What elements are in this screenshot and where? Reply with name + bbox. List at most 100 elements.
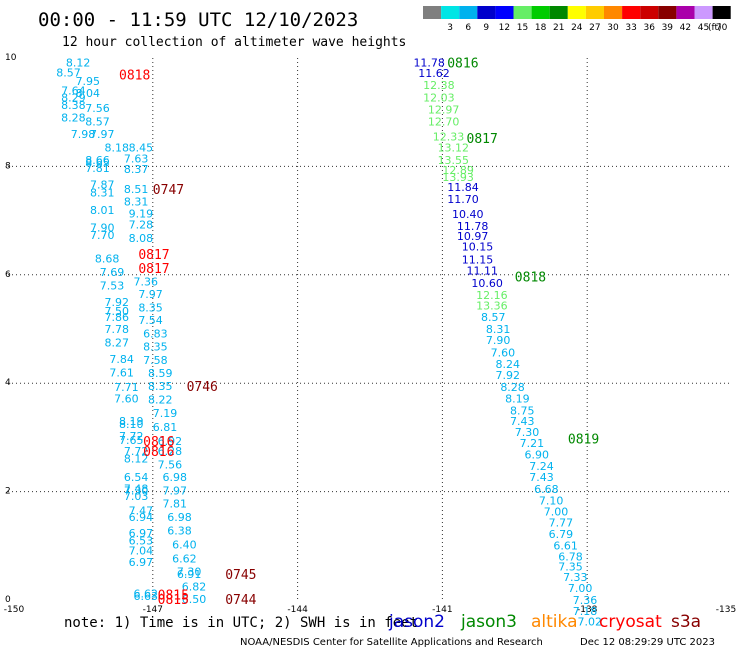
wave-height-value: 6.50 [182, 593, 207, 606]
wave-height-value: 7.92 [495, 369, 520, 382]
satellite-legend-cryosat: cryosat [599, 612, 662, 632]
satellite-legend-jason3: jason3 [460, 612, 517, 632]
wave-height-value: 6.82 [182, 580, 207, 593]
wave-height-value: 13.93 [442, 171, 474, 184]
color-scale-label: 36 [643, 23, 655, 33]
color-swatch [441, 6, 460, 19]
color-swatch [622, 6, 641, 19]
wave-height-value: 7.30 [515, 426, 540, 439]
y-tick-label: 0 [5, 595, 11, 605]
footer-timestamp: Dec 12 08:29:29 UTC 2023 [580, 637, 715, 648]
pass-time-labels: 0747074607450744081808170817081608160815… [119, 56, 599, 608]
pass-time-label: 0815 [158, 589, 189, 604]
wave-height-value: 8.18 [105, 141, 129, 154]
wave-height-value: 7.53 [100, 280, 125, 293]
wave-height-value: 8.68 [95, 253, 120, 266]
color-swatch [423, 6, 442, 19]
wave-height-value: 8.08 [129, 232, 154, 245]
wave-height-value: 7.00 [544, 506, 569, 519]
color-scale-label: 24 [571, 23, 583, 33]
wave-height-value: 7.86 [105, 311, 129, 324]
wave-height-value: 7.78 [105, 323, 129, 336]
wave-height-value: 11.11 [467, 264, 499, 277]
satellite-legend-altika: altika [531, 612, 578, 632]
wave-height-value: 8.04 [76, 87, 101, 100]
wave-height-value: 8.12 [66, 56, 91, 69]
wave-height-value: 10.40 [452, 208, 484, 221]
color-scale-label: 42 [680, 23, 691, 33]
satellite-legend-s3a: s3a [671, 612, 701, 632]
wave-height-value: 11.78 [457, 220, 489, 233]
wave-height-value: 7.56 [85, 102, 110, 115]
y-tick-label: 2 [5, 487, 11, 497]
wave-height-value: 7.02 [578, 616, 603, 629]
x-tick-label: -138 [577, 605, 598, 615]
wave-height-value: 8.35 [148, 380, 173, 393]
wave-height-value: 8.10 [119, 418, 144, 431]
wave-height-value: 11.62 [418, 67, 450, 80]
wave-height-value: 8.01 [90, 204, 115, 217]
wave-height-value: 8.57 [481, 311, 506, 324]
wave-height-value: 7.54 [138, 314, 163, 327]
wave-height-value: 7.21 [520, 437, 545, 450]
wave-height-value: 7.61 [109, 366, 134, 379]
pass-time-label: 0818 [119, 68, 150, 83]
wave-height-value: 8.28 [500, 381, 525, 394]
x-tick-label: -147 [143, 605, 163, 615]
wave-height-value: 8.65 [85, 157, 110, 170]
wave-height-value: 8.19 [119, 415, 144, 428]
wave-height-value: 13.55 [438, 154, 470, 167]
wave-height-value: 7.65 [119, 434, 144, 447]
color-scale-label: 70 [716, 23, 728, 33]
color-swatch [640, 6, 659, 19]
wave-height-value: 7.30 [177, 565, 202, 578]
color-swatch [712, 6, 731, 19]
wave-height-value: 6.62 [133, 587, 158, 600]
wave-height-value: 8.31 [90, 186, 115, 199]
color-scale-label: 33 [625, 23, 636, 33]
wave-height-value: 6.91 [177, 568, 202, 581]
color-scale-label: 15 [517, 23, 528, 33]
wave-height-value: 7.56 [158, 459, 183, 472]
wave-height-value: 7.04 [129, 545, 154, 558]
color-swatch [676, 6, 695, 19]
wave-height-value: 6.98 [167, 511, 192, 524]
color-swatch [694, 6, 713, 19]
wave-height-value: 7.87 [90, 178, 115, 191]
pass-time-label: 0816 [143, 435, 174, 450]
wave-height-value: 12.97 [428, 103, 460, 116]
wave-height-value: 7.84 [109, 353, 134, 366]
wave-height-value: 12.70 [428, 115, 460, 128]
x-tick-label: -144 [287, 605, 308, 615]
x-tick-label: -135 [716, 605, 736, 615]
wave-height-value: 8.28 [61, 112, 86, 125]
color-scale-label: 9 [483, 23, 489, 33]
y-tick-label: 6 [5, 270, 11, 280]
wave-height-value: 7.00 [568, 582, 593, 595]
wave-height-value: 6.68 [534, 483, 559, 496]
color-swatch [513, 6, 532, 19]
wave-height-value: 6.61 [553, 539, 578, 552]
wave-height-value: 8.35 [138, 301, 163, 314]
wave-height-value: 8.37 [124, 163, 149, 176]
color-scale-label: 6 [465, 23, 471, 33]
wave-height-value: 7.10 [539, 494, 564, 507]
wave-height-value: 7.43 [529, 471, 554, 484]
wave-height-value: 13.36 [476, 300, 508, 313]
wave-height-value: 12.03 [423, 92, 455, 105]
wave-height-value: 6.40 [172, 539, 197, 552]
pass-time-label: 0817 [138, 262, 169, 277]
wave-height-value: 8.51 [124, 183, 149, 196]
wave-height-value: 7.03 [124, 490, 149, 503]
wave-height-value: 10.97 [457, 230, 489, 243]
wave-height-value: 10.60 [471, 277, 503, 290]
wave-height-value: 7.19 [153, 407, 178, 420]
color-swatch [549, 6, 568, 19]
wave-height-value: 7.69 [100, 266, 125, 279]
wave-height-value: 7.90 [486, 334, 511, 347]
wave-height-value: 8.29 [61, 92, 86, 105]
wave-height-value: 8.31 [486, 323, 511, 336]
color-swatch [531, 6, 550, 19]
color-scale-unit: (ft) [708, 23, 722, 33]
pass-time-label: 0816 [143, 445, 174, 460]
